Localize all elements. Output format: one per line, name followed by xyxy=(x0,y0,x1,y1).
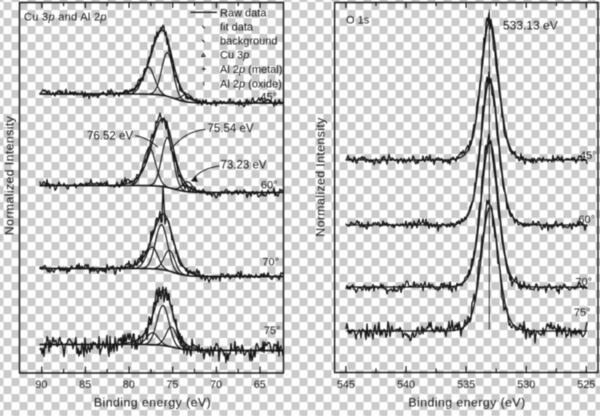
svg-text:Raw data: Raw data xyxy=(220,7,267,19)
svg-text:525: 525 xyxy=(577,379,595,391)
svg-text:45°: 45° xyxy=(580,150,597,162)
svg-text:76.52 eV: 76.52 eV xyxy=(87,131,133,143)
svg-text:65: 65 xyxy=(254,379,266,391)
svg-text:fit data: fit data xyxy=(220,22,254,34)
svg-text:background: background xyxy=(220,36,278,48)
svg-text:75: 75 xyxy=(166,379,178,391)
svg-text:90: 90 xyxy=(35,379,47,391)
svg-text:Normalized Intensity: Normalized Intensity xyxy=(3,115,17,235)
svg-text:O 1s: O 1s xyxy=(346,15,370,27)
svg-text:Binding energy (eV): Binding energy (eV) xyxy=(94,396,211,410)
svg-text:533.13 eV: 533.13 eV xyxy=(503,18,558,32)
svg-text:540: 540 xyxy=(397,379,415,391)
svg-text:70: 70 xyxy=(210,379,222,391)
svg-text:Cu 3p: Cu 3p xyxy=(220,50,249,62)
svg-text:70°: 70° xyxy=(262,257,279,269)
svg-text:Normalized Intensity: Normalized Intensity xyxy=(314,117,328,237)
svg-text:60°: 60° xyxy=(578,214,595,226)
svg-text:Al 2p (metal): Al 2p (metal) xyxy=(220,64,282,76)
svg-text:75°: 75° xyxy=(574,307,591,319)
svg-text:Al 2p (oxide): Al 2p (oxide) xyxy=(220,79,282,91)
svg-text:85: 85 xyxy=(79,379,91,391)
svg-text:75.54 eV: 75.54 eV xyxy=(208,123,254,135)
svg-text:70°: 70° xyxy=(575,277,592,289)
svg-text:60°: 60° xyxy=(261,180,278,192)
svg-text:Binding energy (eV): Binding energy (eV) xyxy=(408,396,525,410)
svg-text:45°: 45° xyxy=(260,92,277,104)
svg-text:Cu 3p and Al 2p: Cu 3p and Al 2p xyxy=(24,11,107,23)
svg-text:530: 530 xyxy=(517,379,535,391)
svg-text:535: 535 xyxy=(457,379,475,391)
svg-text:545: 545 xyxy=(337,379,355,391)
svg-text:73.23 eV: 73.23 eV xyxy=(221,159,267,171)
svg-text:80: 80 xyxy=(123,379,135,391)
svg-text:75°: 75° xyxy=(264,325,281,337)
